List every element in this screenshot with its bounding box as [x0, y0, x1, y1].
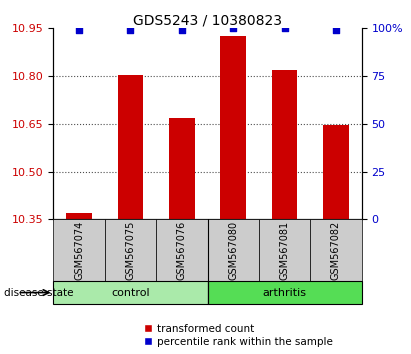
Bar — [156, 219, 208, 281]
Point — [127, 27, 134, 33]
Title: GDS5243 / 10380823: GDS5243 / 10380823 — [133, 13, 282, 27]
Point — [333, 27, 339, 33]
Text: GSM567081: GSM567081 — [279, 221, 290, 280]
Bar — [53, 219, 105, 281]
Text: disease state: disease state — [4, 287, 74, 298]
Legend: transformed count, percentile rank within the sample: transformed count, percentile rank withi… — [142, 321, 335, 349]
Bar — [259, 219, 310, 281]
Text: arthritis: arthritis — [263, 287, 307, 298]
Bar — [66, 213, 92, 219]
Bar — [208, 281, 362, 304]
Text: GSM567076: GSM567076 — [177, 221, 187, 280]
Text: control: control — [111, 287, 150, 298]
Bar — [220, 36, 246, 219]
Text: GSM567075: GSM567075 — [125, 221, 136, 280]
Bar — [53, 281, 208, 304]
Bar — [310, 219, 362, 281]
Text: GSM567074: GSM567074 — [74, 221, 84, 280]
Bar — [105, 219, 156, 281]
Text: GSM567080: GSM567080 — [228, 221, 238, 280]
Point — [230, 25, 237, 31]
Bar — [208, 219, 259, 281]
Bar — [169, 118, 195, 219]
Bar — [118, 74, 143, 219]
Text: GSM567082: GSM567082 — [331, 221, 341, 280]
Point — [76, 27, 82, 33]
Bar — [323, 126, 349, 219]
Point — [281, 25, 288, 31]
Point — [178, 27, 185, 33]
Bar — [272, 70, 298, 219]
